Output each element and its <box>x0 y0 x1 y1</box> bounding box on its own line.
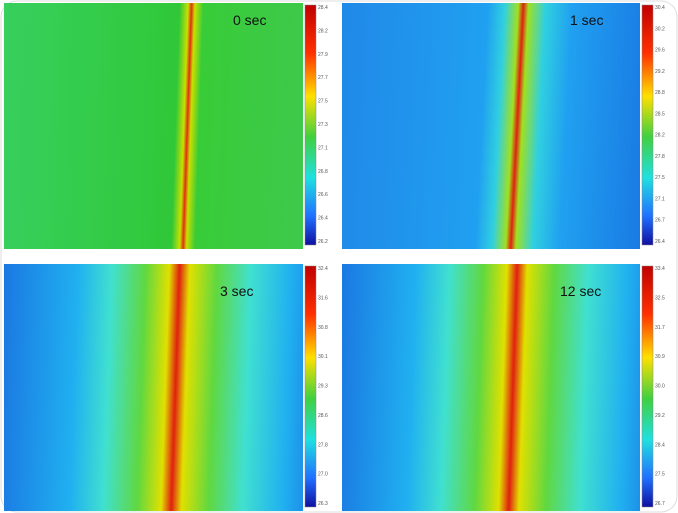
thermal-image <box>4 3 303 249</box>
colorbar-tick-label: 30.8 <box>318 325 328 331</box>
thermal-image <box>342 3 640 249</box>
colorbar-tick-label: 27.3 <box>318 122 328 128</box>
colorbar-tick-label: 28.6 <box>318 413 328 419</box>
colorbar-tick-label: 26.2 <box>318 239 328 245</box>
colorbar-tick-label: 31.6 <box>318 295 328 301</box>
colorbar-tick-label: 29.2 <box>655 413 665 419</box>
thermal-image <box>4 264 303 511</box>
colorbar-tick-label: 27.8 <box>318 442 328 448</box>
colorbar-tick-label: 27.8 <box>655 154 665 160</box>
colorbar-tick-label: 28.8 <box>655 90 665 96</box>
time-label: 12 sec <box>560 283 601 299</box>
colorbar-tick-label: 30.0 <box>655 384 665 390</box>
colorbar-tick-label: 26.8 <box>318 169 328 175</box>
colorbar <box>304 4 317 246</box>
colorbar-tick-label: 26.7 <box>655 501 665 507</box>
colorbar-tick-label: 29.6 <box>655 48 665 54</box>
colorbar-tick-label: 31.7 <box>655 325 665 331</box>
colorbar-tick-label: 26.7 <box>655 218 665 224</box>
colorbar-tick-label: 30.2 <box>655 26 665 32</box>
colorbar-tick-label: 28.4 <box>655 442 665 448</box>
colorbar-tick-label: 30.1 <box>318 354 328 360</box>
time-label: 0 sec <box>233 12 266 28</box>
colorbar-tick-label: 30.4 <box>655 5 665 11</box>
colorbar-tick-label: 28.4 <box>318 5 328 11</box>
colorbar-tick-label: 28.5 <box>655 111 665 117</box>
colorbar-tick-label: 32.5 <box>655 295 665 301</box>
colorbar-tick-label: 27.5 <box>655 472 665 478</box>
colorbar <box>641 4 654 246</box>
thermal-image <box>342 264 640 511</box>
colorbar-tick-label: 26.4 <box>318 216 328 222</box>
colorbar <box>304 265 317 508</box>
colorbar-tick-label: 27.7 <box>318 75 328 81</box>
colorbar-tick-label: 32.4 <box>318 266 328 272</box>
colorbar-tick-label: 27.5 <box>655 175 665 181</box>
colorbar-tick-label: 27.1 <box>655 196 665 202</box>
colorbar-tick-label: 26.6 <box>318 192 328 198</box>
time-label: 3 sec <box>220 283 253 299</box>
colorbar-tick-label: 29.3 <box>318 384 328 390</box>
colorbar-tick-label: 26.3 <box>318 501 328 507</box>
colorbar-tick-label: 28.2 <box>655 133 665 139</box>
colorbar-tick-label: 33.4 <box>655 266 665 272</box>
colorbar-tick-label: 29.2 <box>655 69 665 75</box>
colorbar-tick-label: 30.9 <box>655 354 665 360</box>
time-label: 1 sec <box>570 12 603 28</box>
colorbar-tick-label: 27.0 <box>318 472 328 478</box>
colorbar-tick-label: 27.1 <box>318 145 328 151</box>
colorbar-tick-label: 27.9 <box>318 52 328 58</box>
colorbar <box>641 265 654 508</box>
colorbar-tick-label: 27.5 <box>318 99 328 105</box>
colorbar-tick-label: 26.4 <box>655 239 665 245</box>
colorbar-tick-label: 28.2 <box>318 28 328 34</box>
